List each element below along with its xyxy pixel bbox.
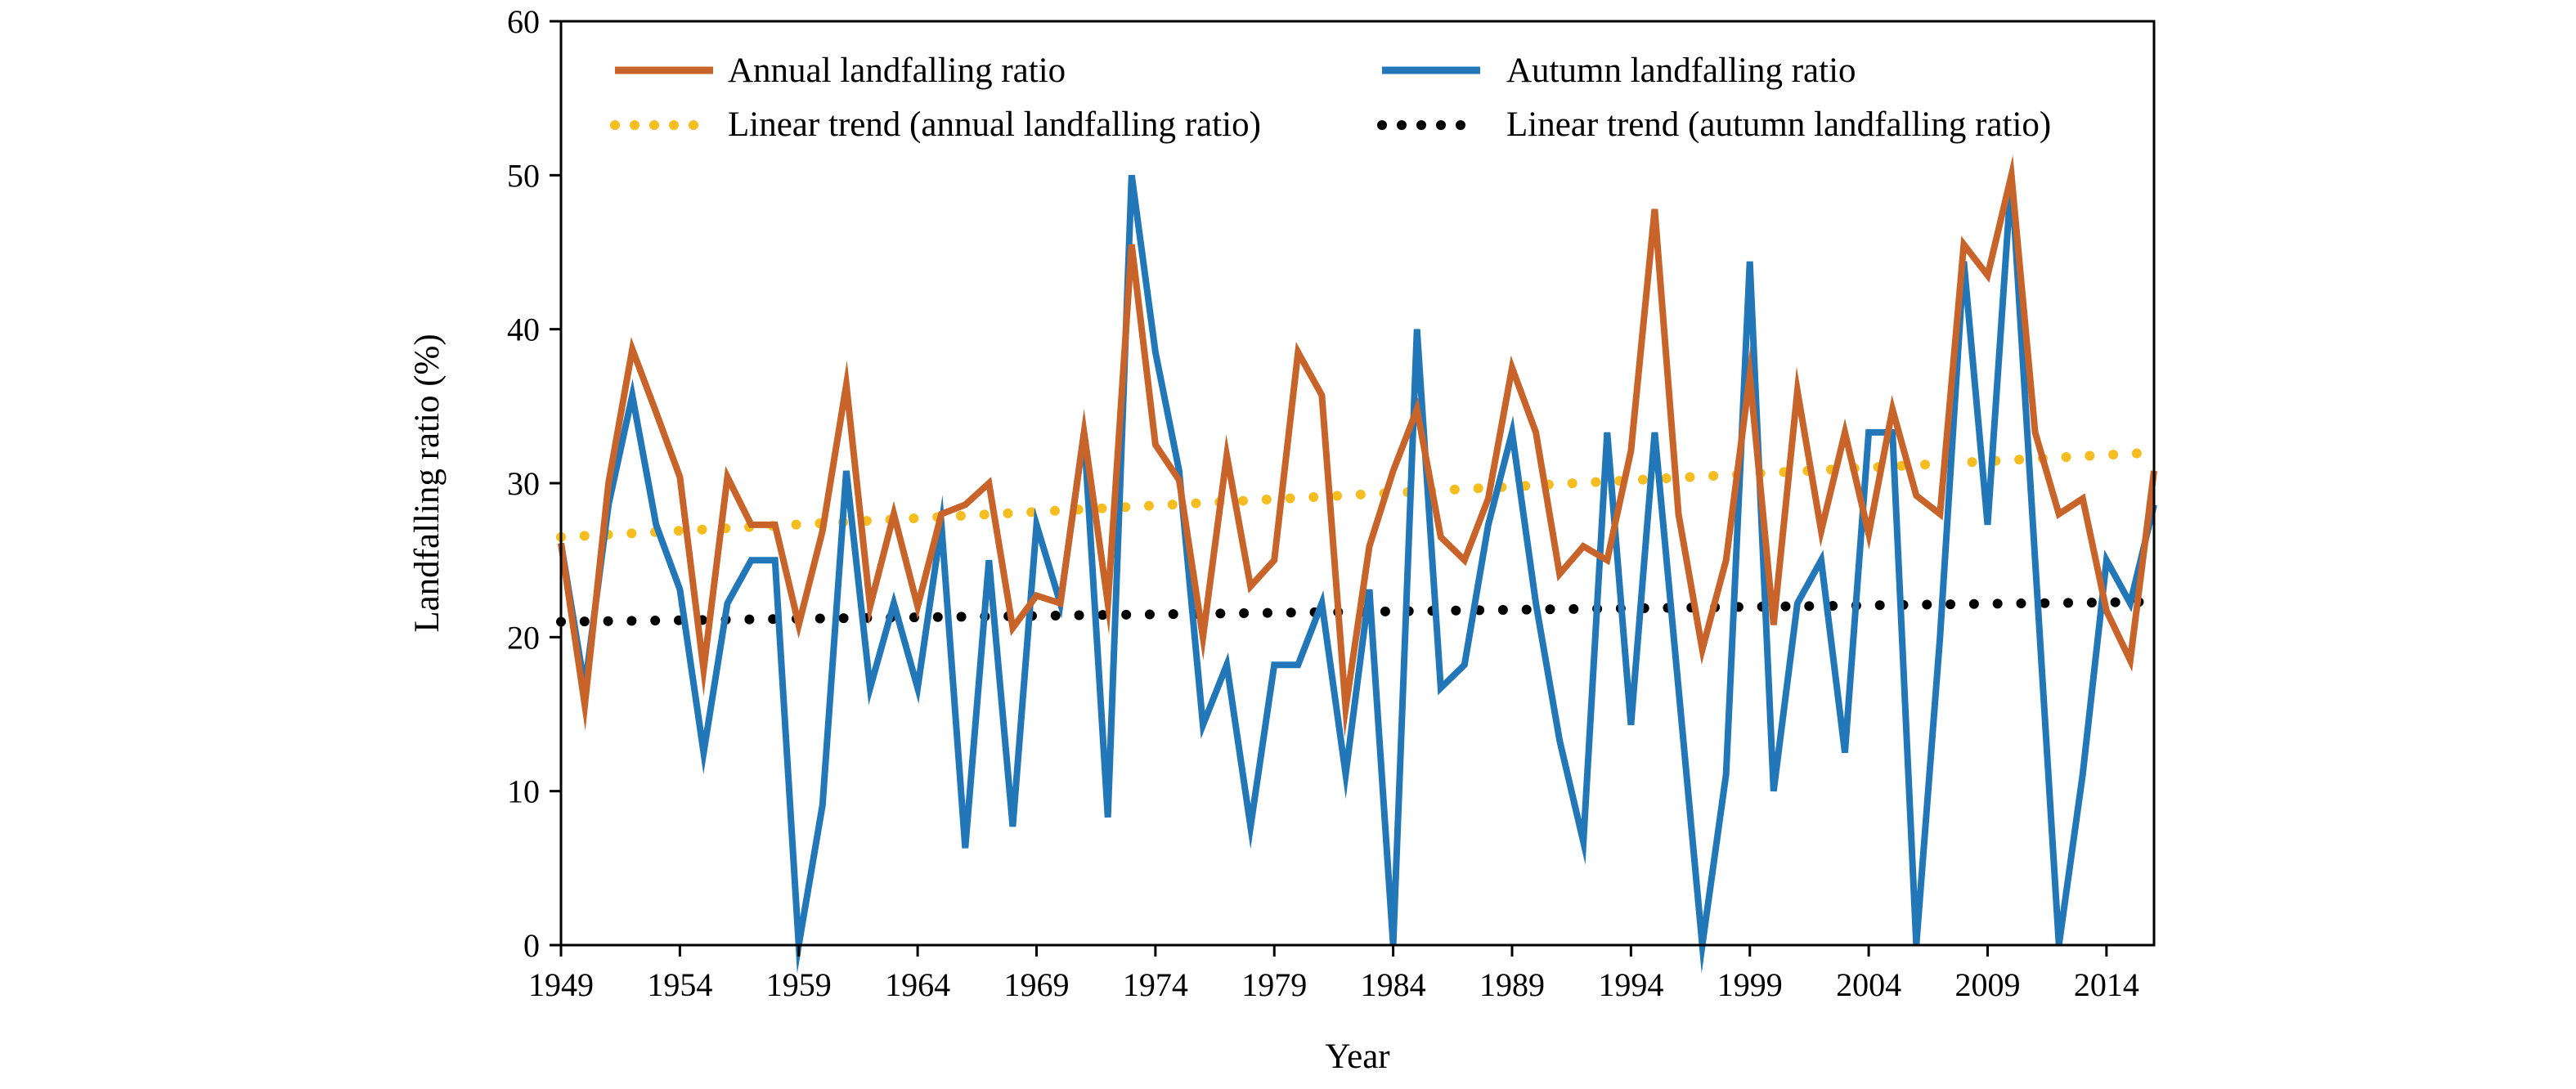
series-line-annual-trend: [556, 447, 2159, 542]
x-tick-label: 1969: [1003, 966, 1069, 1003]
legend: Annual landfalling ratio Autumn landfall…: [610, 52, 2051, 144]
x-tick-label: 2004: [1836, 966, 1901, 1003]
x-tick-label: 1949: [528, 966, 594, 1003]
legend-label-autumn: Autumn landfalling ratio: [1506, 52, 1856, 90]
x-tick-label: 1959: [766, 966, 832, 1003]
y-tick-label: 50: [507, 157, 540, 194]
x-tick-label: 1964: [885, 966, 950, 1003]
y-tick-label: 20: [507, 619, 540, 656]
legend-label-autumn-trend: Linear trend (autumn landfalling ratio): [1506, 105, 2051, 144]
x-tick-label: 1974: [1123, 966, 1188, 1003]
y-axis-title: Landfalling ratio (%): [408, 334, 447, 632]
y-tick-label: 60: [507, 3, 540, 40]
y-tick-label: 10: [507, 773, 540, 810]
y-tick-label: 40: [507, 311, 540, 348]
x-tick-label: 2014: [2074, 966, 2139, 1003]
x-tick-label: 2009: [1954, 966, 2020, 1003]
x-tick-label: 1979: [1241, 966, 1307, 1003]
y-tick-label: 30: [507, 465, 540, 502]
x-tick-label: 1999: [1717, 966, 1783, 1003]
series-line-annual: [558, 155, 2157, 738]
x-tick-label: 1994: [1598, 966, 1663, 1003]
x-tick-label: 1954: [647, 966, 712, 1003]
legend-label-annual-trend: Linear trend (annual landfalling ratio): [728, 105, 1261, 144]
y-tick-label: 0: [523, 927, 540, 964]
x-tick-label: 1989: [1479, 966, 1545, 1003]
series-line-autumn: [558, 174, 2157, 974]
x-axis-title: Year: [1325, 1037, 1389, 1076]
legend-label-annual: Annual landfalling ratio: [728, 52, 1066, 90]
x-tick-label: 1984: [1361, 966, 1426, 1003]
